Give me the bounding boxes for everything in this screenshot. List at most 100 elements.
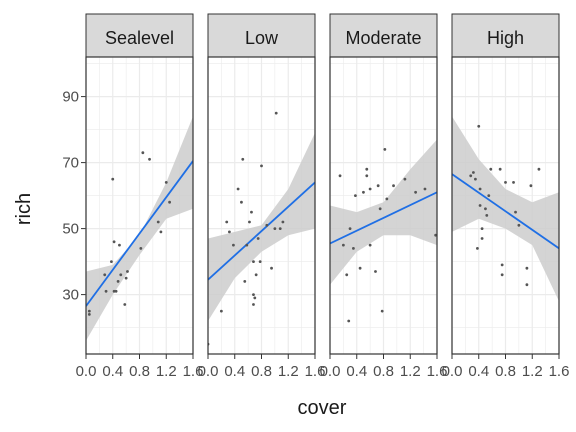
facet-panel: Sealevel 0.0 0.4 0.8 1.2 1.6 xyxy=(76,13,203,380)
data-point xyxy=(252,303,255,306)
y-tick-label: 90 xyxy=(62,89,79,106)
data-point xyxy=(126,270,129,273)
data-point xyxy=(500,263,504,267)
data-point xyxy=(156,220,160,224)
data-point xyxy=(112,289,116,293)
facet-panel: Moderate 0.0 0.4 0.8 1.2 1.6 xyxy=(320,13,448,380)
data-point xyxy=(265,223,269,227)
data-point xyxy=(345,273,349,277)
data-point xyxy=(354,194,357,198)
data-point xyxy=(514,210,517,214)
data-point xyxy=(487,194,491,198)
data-point xyxy=(537,167,541,171)
data-point xyxy=(368,243,372,247)
data-point xyxy=(256,237,260,240)
fit-line xyxy=(86,160,193,307)
facet-strip-label: Low xyxy=(245,28,279,48)
data-point xyxy=(504,181,507,184)
data-point xyxy=(103,273,107,277)
data-point xyxy=(114,289,118,293)
data-point xyxy=(423,187,427,191)
data-point xyxy=(141,151,145,155)
data-point xyxy=(374,270,377,273)
data-point xyxy=(469,174,473,178)
x-tick-label: 0.4 xyxy=(346,363,367,380)
data-point xyxy=(87,313,91,316)
data-point xyxy=(228,230,231,234)
data-point xyxy=(474,177,477,181)
x-tick-label: 1.2 xyxy=(522,363,543,380)
data-point xyxy=(164,181,168,184)
data-point xyxy=(250,210,253,214)
data-point xyxy=(368,187,372,191)
data-point xyxy=(380,309,384,313)
data-point xyxy=(385,197,389,201)
data-point xyxy=(119,273,123,277)
facet-strip-label: Moderate xyxy=(345,28,421,48)
data-point xyxy=(477,124,481,128)
data-point xyxy=(112,240,116,244)
data-point xyxy=(434,233,437,237)
x-tick-label: 0.0 xyxy=(320,363,341,380)
data-point xyxy=(489,167,493,171)
y-tick-label: 70 xyxy=(62,155,79,172)
data-point xyxy=(414,190,417,194)
data-point xyxy=(478,204,482,207)
x-tick-label: 0.8 xyxy=(495,363,516,380)
panel-clipped-layer xyxy=(208,111,315,346)
data-point xyxy=(248,220,251,224)
data-point xyxy=(365,167,369,171)
x-tick-label: 1.6 xyxy=(427,363,448,380)
facet-strip-label: Sealevel xyxy=(105,28,174,48)
facet-strip xyxy=(85,13,194,58)
data-point xyxy=(260,164,263,168)
data-point xyxy=(241,157,245,161)
confidence-ribbon xyxy=(86,116,193,341)
confidence-ribbon xyxy=(330,139,437,285)
data-point xyxy=(270,266,273,270)
data-point xyxy=(258,260,262,263)
data-point xyxy=(219,309,223,313)
data-point xyxy=(111,177,115,181)
data-point xyxy=(278,227,282,231)
data-point xyxy=(118,243,121,247)
x-tick-label: 1.2 xyxy=(400,363,421,380)
y-axis-title: rich xyxy=(13,193,35,225)
data-point xyxy=(358,266,362,270)
panel-clipped-layer xyxy=(86,116,193,341)
data-point xyxy=(225,220,229,224)
data-point xyxy=(348,227,352,231)
x-tick-label: 1.2 xyxy=(278,363,299,380)
data-point xyxy=(159,230,163,234)
data-point xyxy=(245,243,249,247)
confidence-ribbon xyxy=(452,116,559,302)
x-tick-label: 0.0 xyxy=(442,363,463,380)
data-point xyxy=(485,214,489,217)
data-point xyxy=(124,276,128,280)
data-point xyxy=(116,280,120,283)
data-point xyxy=(110,260,113,263)
data-point xyxy=(87,309,91,313)
x-tick-label: 0.8 xyxy=(251,363,272,380)
data-point xyxy=(123,303,127,306)
data-point xyxy=(484,207,487,211)
confidence-ribbon xyxy=(208,132,315,321)
data-point xyxy=(341,243,345,247)
x-tick-label: 0.4 xyxy=(102,363,123,380)
data-point xyxy=(365,174,369,178)
panel-clipped-layer xyxy=(452,116,559,302)
data-point xyxy=(376,184,380,188)
data-point xyxy=(472,171,475,174)
data-point xyxy=(274,111,278,115)
data-point xyxy=(168,200,171,204)
facet-strip xyxy=(451,13,560,58)
x-tick-label: 1.6 xyxy=(549,363,570,380)
data-point xyxy=(392,184,395,188)
data-point xyxy=(378,207,382,211)
data-point xyxy=(480,227,484,231)
y-tick-label: 30 xyxy=(62,287,79,304)
data-point xyxy=(352,247,355,250)
data-point xyxy=(148,157,151,161)
x-tick-label: 0.4 xyxy=(224,363,245,380)
